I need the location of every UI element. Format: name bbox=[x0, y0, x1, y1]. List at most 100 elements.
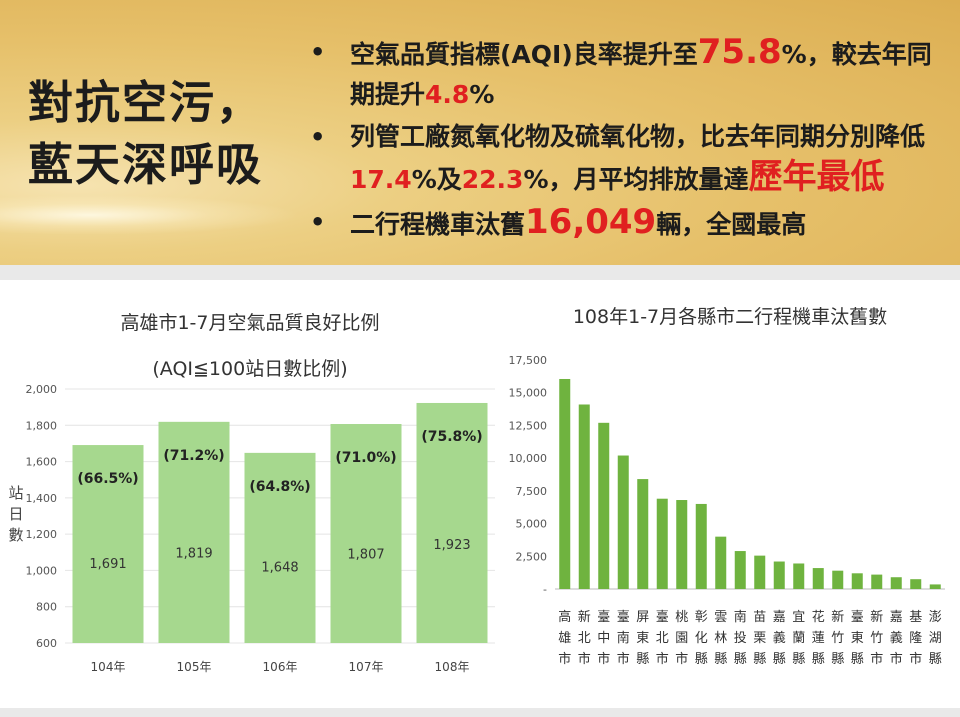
bar bbox=[330, 424, 402, 643]
highlight-value: 4.8 bbox=[425, 80, 470, 109]
x-tick-label: 臺 bbox=[617, 610, 630, 625]
x-tick-label: 縣 bbox=[812, 652, 825, 667]
y-tick-label: 2,000 bbox=[26, 383, 58, 396]
bullet-text: % bbox=[469, 80, 495, 109]
x-tick-label: 高 bbox=[558, 609, 571, 625]
x-tick-label: 106年 bbox=[263, 660, 298, 674]
x-tick-label: 新 bbox=[578, 609, 591, 625]
header-banner: 對抗空污， 藍天深呼吸 • 空氣品質指標(AQI)良率提升至75.8%，較去年同期… bbox=[0, 0, 960, 265]
bullet-text: %，月平均排放量達 bbox=[523, 165, 749, 194]
chart-panel-scooter: 108年1-7月各縣市二行程機車汰舊數 - 2,500 5,000 7,500 10,0… bbox=[500, 280, 960, 708]
x-tick-label: 湖 bbox=[929, 631, 942, 646]
chart-title-scooter: 108年1-7月各縣市二行程機車汰舊數 bbox=[572, 306, 888, 328]
sparkle-decoration bbox=[0, 195, 300, 235]
x-tick-label: 化 bbox=[695, 631, 708, 646]
x-tick-label: 市 bbox=[558, 651, 571, 667]
bar bbox=[793, 563, 805, 589]
x-tick-label: 中 bbox=[597, 631, 610, 646]
x-tick-label: 雲 bbox=[714, 610, 727, 625]
bar bbox=[871, 574, 883, 589]
bullet-item: • 列管工廠氮氧化物及硫氧化物，比去年同期分別降低 17.4%及22.3%，月平均排… bbox=[310, 117, 955, 200]
bullet-dot-icon: • bbox=[310, 123, 326, 151]
data-label: 1,923 bbox=[433, 538, 470, 553]
bar bbox=[929, 584, 941, 589]
bar bbox=[754, 555, 766, 589]
bar bbox=[244, 452, 316, 643]
bullet-text: %，較去年同期提升 bbox=[350, 40, 932, 109]
data-label: 1,807 bbox=[347, 547, 384, 562]
highlight-value: 22.3 bbox=[461, 165, 524, 194]
highlight-value: 16,049 bbox=[525, 202, 657, 242]
bar bbox=[416, 402, 488, 643]
x-tick-label: 縣 bbox=[636, 652, 649, 667]
bar bbox=[578, 404, 590, 589]
x-tick-label: 義 bbox=[890, 630, 903, 646]
x-tick-label: 縣 bbox=[773, 652, 786, 667]
x-tick-label: 澎 bbox=[929, 610, 942, 625]
x-tick-label: 縣 bbox=[734, 652, 747, 667]
bar bbox=[734, 551, 746, 589]
x-tick-label: 北 bbox=[578, 631, 591, 646]
bar bbox=[656, 498, 668, 589]
bar bbox=[676, 500, 688, 589]
y-tick-label: 10,000 bbox=[509, 452, 548, 465]
y-tick-label: 17,500 bbox=[509, 354, 548, 367]
x-tick-label: 104年 bbox=[91, 660, 126, 674]
x-tick-label: 桃 bbox=[675, 610, 688, 625]
x-tick-label: 宜 bbox=[792, 610, 805, 625]
x-tick-label: 蓮 bbox=[812, 631, 825, 646]
x-tick-label: 市 bbox=[870, 651, 883, 667]
x-tick-label: 108年 bbox=[435, 660, 470, 674]
x-tick-label: 105年 bbox=[177, 660, 212, 674]
x-tick-label: 苗 bbox=[753, 610, 766, 625]
x-tick-label: 雄 bbox=[558, 631, 571, 646]
highlight-value: 17.4 bbox=[350, 165, 412, 194]
y-tick-label: 2,500 bbox=[516, 550, 548, 563]
percent-label: (66.5%) bbox=[77, 471, 138, 487]
x-tick-label: 縣 bbox=[714, 652, 727, 667]
x-tick-label: 屏 bbox=[636, 610, 649, 625]
bar bbox=[910, 579, 922, 589]
highlight-value: 75.8 bbox=[697, 32, 782, 72]
bar bbox=[832, 570, 844, 589]
y-axis-label: 站 bbox=[8, 484, 23, 502]
y-tick-label: 1,200 bbox=[26, 528, 58, 541]
x-tick-label: 臺 bbox=[851, 610, 864, 625]
bullet-text: 二行程機車汰舊 bbox=[350, 210, 526, 239]
x-tick-label: 縣 bbox=[753, 652, 766, 667]
y-tick-label: 1,400 bbox=[26, 492, 58, 505]
headline: 對抗空污， 藍天深呼吸 bbox=[28, 76, 264, 191]
x-tick-label: 市 bbox=[656, 651, 669, 667]
bullet-dot-icon: • bbox=[310, 208, 326, 236]
percent-label: (71.2%) bbox=[163, 448, 224, 464]
chart-subtitle-aqi: (AQI≦100站日數比例) bbox=[152, 358, 348, 380]
x-tick-label: 新 bbox=[831, 609, 844, 625]
bullet-item: • 二行程機車汰舊16,049輛，全國最高 bbox=[310, 202, 955, 245]
bar bbox=[890, 577, 902, 589]
bar bbox=[773, 561, 785, 589]
bar bbox=[637, 479, 649, 589]
y-tick-label: 1,000 bbox=[26, 564, 58, 577]
bar bbox=[617, 455, 629, 589]
bullet-text: 列管工廠氮氧化物及硫氧化物，比去年同期分別降低 bbox=[350, 122, 926, 151]
bullet-list: • 空氣品質指標(AQI)良率提升至75.8%，較去年同期提升4.8% • 列管工廠氮… bbox=[310, 32, 955, 247]
bullet-text: 空氣品質指標(AQI)良率提升至 bbox=[350, 40, 698, 69]
highlight-value: 歷年最低 bbox=[748, 157, 885, 197]
y-tick-label: - bbox=[543, 583, 547, 596]
y-axis-label: 日 bbox=[8, 505, 23, 523]
x-tick-label: 市 bbox=[578, 651, 591, 667]
x-tick-label: 縣 bbox=[695, 652, 708, 667]
x-tick-label: 縣 bbox=[851, 652, 864, 667]
x-tick-label: 竹 bbox=[870, 631, 883, 646]
x-tick-label: 花 bbox=[812, 609, 825, 625]
chart-title-aqi: 高雄市1-7月空氣品質良好比例 bbox=[120, 312, 380, 334]
y-tick-label: 12,500 bbox=[509, 419, 548, 432]
x-tick-label: 臺 bbox=[656, 610, 669, 625]
x-tick-label: 園 bbox=[675, 631, 688, 646]
x-tick-label: 臺 bbox=[597, 610, 610, 625]
x-tick-label: 竹 bbox=[831, 631, 844, 646]
x-tick-label: 基 bbox=[909, 610, 922, 625]
x-tick-label: 北 bbox=[656, 631, 669, 646]
x-tick-label: 南 bbox=[617, 630, 630, 646]
x-tick-label: 市 bbox=[890, 651, 903, 667]
